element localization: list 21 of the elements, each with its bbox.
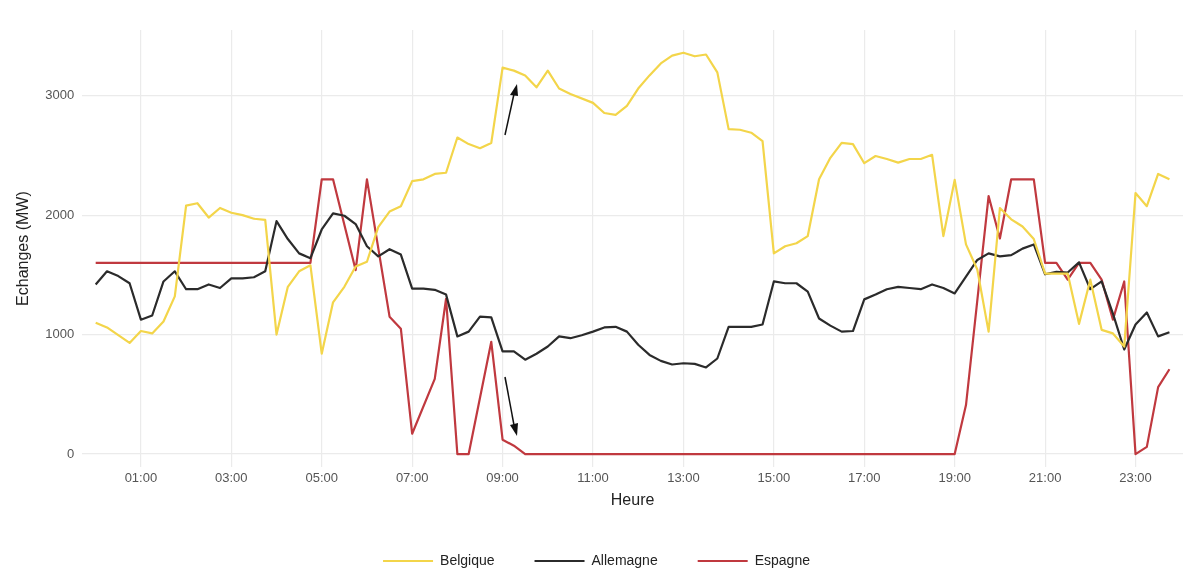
x-tick-label: 23:00 [1119,469,1152,485]
y-axis-title: Echanges (MW) [14,191,32,306]
x-tick-label: 19:00 [938,469,971,485]
legend-label: Belgique [440,551,495,568]
y-tick-label: 1000 [45,326,75,342]
legend-label: Espagne [754,551,811,568]
x-tick-label: 21:00 [1028,469,1062,485]
x-axis-title: Heure [610,490,655,508]
x-tick-label: 09:00 [486,469,519,485]
y-tick-label: 0 [66,445,75,461]
x-tick-label: 17:00 [847,469,881,485]
x-tick-label: 07:00 [395,469,429,485]
x-tick-label: 03:00 [215,469,248,485]
y-tick-label: 2000 [45,206,75,222]
y-tick-label: 3000 [45,87,75,103]
x-tick-label: 01:00 [124,469,158,485]
x-tick-label: 13:00 [667,469,700,485]
x-tick-label: 05:00 [305,469,339,485]
x-tick-label: 11:00 [577,469,609,485]
legend-label: Allemagne [591,551,658,568]
x-tick-label: 15:00 [757,469,791,485]
